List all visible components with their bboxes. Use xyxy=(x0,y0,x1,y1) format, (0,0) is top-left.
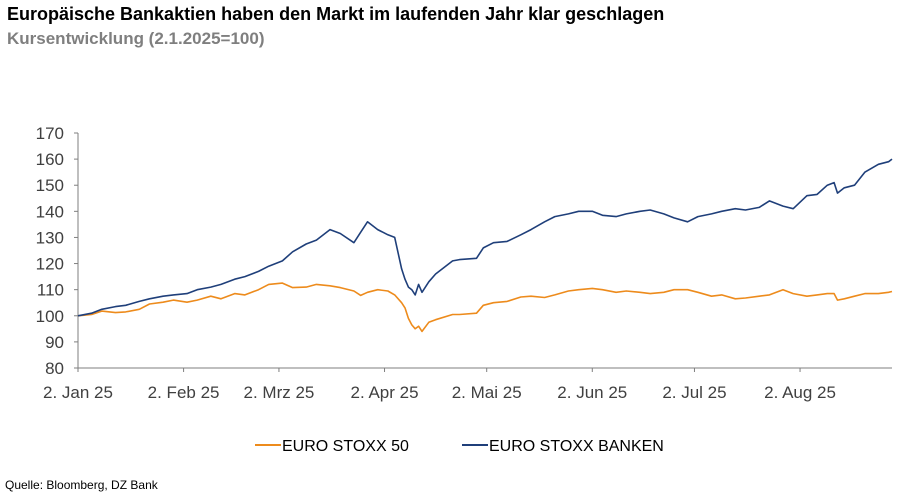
y-tick-label: 90 xyxy=(45,333,64,352)
y-tick-label: 100 xyxy=(36,307,64,326)
x-tick-label: 2. Mrz 25 xyxy=(244,383,315,402)
series-line-euro-stoxx-banken xyxy=(77,158,893,317)
legend-item-euro-stoxx-banken: EURO STOXX BANKEN xyxy=(489,438,664,455)
x-tick-label: 2. Jul 25 xyxy=(662,383,726,402)
x-tick-label: 2. Aug 25 xyxy=(764,383,836,402)
series-line-euro-stoxx-50 xyxy=(77,282,893,333)
x-tick-label: 2. Mai 25 xyxy=(452,383,522,402)
chart-title: Europäische Bankaktien haben den Markt i… xyxy=(7,4,665,24)
y-tick-label: 110 xyxy=(37,281,64,300)
y-tick-label: 120 xyxy=(36,255,64,274)
x-tick-label: 2. Apr 25 xyxy=(350,383,418,402)
x-tick-label: 2. Jan 25 xyxy=(43,383,113,402)
x-tick-label: 2. Feb 25 xyxy=(148,383,220,402)
chart-subtitle: Kursentwicklung (2.1.2025=100) xyxy=(7,29,265,48)
y-tick-label: 130 xyxy=(36,228,64,247)
y-tick-label: 80 xyxy=(45,359,64,378)
y-tick-label: 170 xyxy=(36,124,64,143)
legend-item-euro-stoxx-50: EURO STOXX 50 xyxy=(282,438,409,455)
x-tick-label: 2. Jun 25 xyxy=(557,383,627,402)
y-tick-label: 140 xyxy=(36,202,64,221)
source-note: Quelle: Bloomberg, DZ Bank xyxy=(5,478,158,492)
y-tick-label: 160 xyxy=(36,150,64,169)
y-tick-label: 150 xyxy=(36,176,64,195)
